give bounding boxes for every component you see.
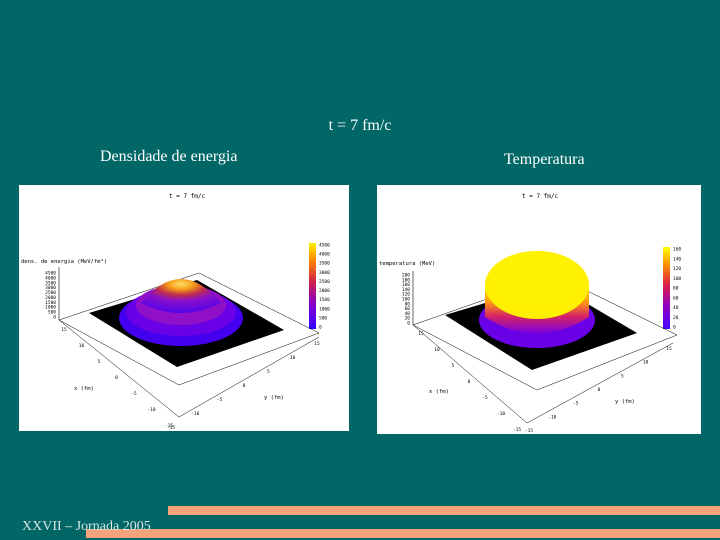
z-tick-label: 60 (405, 306, 411, 312)
slide-title: t = 7 fm/c (328, 117, 392, 134)
energy-density-plot: t = 7 fm/c dens. de energia (MeV/fm³) 45… (19, 185, 349, 431)
y-tick-label: 0 (598, 387, 601, 393)
x-tick-label: -10 (497, 411, 505, 417)
x-tick-label: 10 (79, 343, 85, 349)
x-tick-label: 0 (115, 375, 118, 381)
z-tick-label: 120 (402, 292, 410, 298)
colorbar-tick-label: 20 (673, 315, 679, 321)
colorbar-tick-label: 60 (673, 295, 679, 301)
colorbar-tick-label: 80 (673, 286, 679, 292)
energy-density-caption: Densidade de energia (100, 148, 238, 165)
z-tick-label: 140 (402, 287, 410, 293)
colorbar (663, 247, 670, 329)
colorbar-tick-label: 3000 (319, 270, 330, 276)
y-axis-ticks: -15 -10 -5 0 5 10 15 (167, 341, 320, 431)
y-tick-label: 15 (314, 341, 320, 347)
x-tick-label: -15 (513, 427, 521, 433)
y-tick-label: -10 (548, 414, 556, 420)
y-tick-label: 5 (267, 369, 270, 375)
x-tick-label: -15 (165, 423, 173, 429)
z-tick-label: 160 (402, 282, 410, 288)
footer-bar-bottom (86, 529, 720, 538)
y-tick-label: -5 (573, 401, 579, 407)
z-tick-label: 2000 (45, 295, 56, 301)
z-tick-label: 200 (402, 273, 410, 279)
z-axis-label: temperatura (MeV) (379, 261, 435, 267)
y-axis-label: y (fm) (615, 399, 635, 405)
x-axis-label: x (fm) (74, 386, 94, 392)
colorbar-tick-label: 3500 (319, 261, 330, 267)
z-axis-label: dens. de energia (MeV/fm³) (21, 258, 107, 265)
footer-text: XXVII – Jornada 2005 (22, 519, 151, 534)
x-tick-label: -10 (147, 407, 155, 413)
y-tick-label: -15 (525, 428, 533, 434)
y-tick-label: 10 (290, 355, 296, 361)
z-tick-label: 4000 (45, 275, 56, 281)
z-tick-label: 3500 (45, 280, 56, 286)
colorbar-tick-label: 500 (319, 315, 327, 321)
x-tick-label: 5 (98, 359, 101, 365)
y-tick-label: 5 (621, 373, 624, 379)
footer-bar-top (168, 506, 720, 515)
z-tick-label: 40 (405, 311, 411, 317)
z-tick-label: 100 (402, 297, 410, 303)
temperature-surface: t = 7 fm/c temperatura (MeV) 16014012010… (379, 193, 681, 434)
y-tick-label: 10 (643, 360, 649, 366)
colorbar-ticks: 160 140 120 100 80 60 40 20 0 (673, 247, 681, 331)
z-tick-label: 2500 (45, 290, 56, 296)
y-tick-label: 15 (666, 346, 672, 352)
colorbar-tick-label: 1500 (319, 297, 330, 303)
z-tick-label: 20 (405, 316, 411, 322)
colorbar-tick-label: 4500 (319, 243, 330, 249)
z-tick-label: 500 (48, 310, 56, 316)
x-tick-label: 10 (434, 347, 440, 353)
z-tick-label: 80 (405, 301, 411, 307)
x-tick-label: -5 (131, 391, 137, 397)
x-axis-label: x (fm) (429, 389, 449, 395)
z-tick-label: 180 (402, 277, 410, 283)
temperature-caption: Temperatura (504, 151, 585, 168)
y-tick-label: -10 (191, 411, 199, 417)
colorbar-ticks: 4500 4000 3500 3000 2500 2000 1500 1000 500 0 (319, 243, 330, 331)
colorbar (309, 243, 316, 329)
temperature-plot: t = 7 fm/c temperatura (MeV) 160 140 120 10… (377, 185, 701, 434)
x-axis-ticks: -15 -10 -5 0 5 10 15 (418, 331, 521, 433)
x-tick-label: 0 (468, 379, 471, 385)
y-axis-label: y (fm) (264, 395, 284, 401)
colorbar-tick-label: 0 (319, 325, 322, 331)
colorbar-tick-label: 2000 (319, 288, 330, 294)
y-tick-label: -15 (167, 425, 175, 431)
colorbar-tick-label: 40 (673, 305, 679, 311)
colorbar-tick-label: 100 (673, 276, 681, 282)
y-tick-label: -5 (217, 397, 223, 403)
plot-title: t = 7 fm/c (522, 193, 559, 200)
y-tick-label: 0 (243, 383, 246, 389)
colorbar-tick-label: 2500 (319, 279, 330, 285)
z-tick-label: 0 (407, 321, 410, 327)
energy-density-surface: t = 7 fm/c dens. de energia (MeV/fm³) 45… (21, 193, 330, 431)
colorbar-tick-label: 1000 (319, 306, 330, 312)
energy-density-dome (141, 279, 221, 313)
z-tick-label: 3000 (45, 285, 56, 291)
colorbar-tick-label: 120 (673, 266, 681, 272)
x-tick-label: 15 (61, 327, 67, 333)
z-tick-label: 0 (53, 315, 56, 321)
x-tick-label: 15 (418, 331, 424, 337)
y-axis-ticks: -15 -10 -5 0 5 10 15 (525, 346, 672, 434)
colorbar-tick-label: 4000 (319, 252, 330, 258)
x-tick-label: 5 (452, 363, 455, 369)
z-tick-label: 1500 (45, 300, 56, 306)
z-tick-label: 4500 (45, 271, 56, 277)
colorbar-tick-label: 160 (673, 247, 681, 253)
x-axis-ticks: -15 -10 -5 0 5 10 15 (61, 327, 173, 429)
plot-title: t = 7 fm/c (169, 193, 206, 200)
colorbar-tick-label: 0 (673, 325, 676, 331)
z-tick-label: 1000 (45, 305, 56, 311)
colorbar-tick-label: 140 (673, 256, 681, 262)
x-tick-label: -5 (482, 395, 488, 401)
